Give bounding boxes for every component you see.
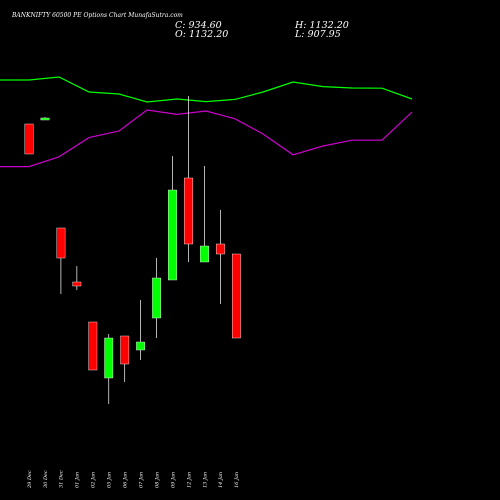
candle-14	[231, 253, 241, 339]
x-tick-label: 12 Jan	[186, 472, 192, 488]
candle-body	[200, 245, 209, 263]
candle-9	[152, 258, 161, 338]
candle-body	[231, 253, 241, 339]
candle-body	[104, 337, 114, 379]
x-tick-label: 06 Jan	[123, 472, 129, 488]
x-tick-label: 14 Jan	[218, 472, 224, 488]
candle-5	[88, 321, 98, 371]
close-value: C: 934.60	[175, 20, 222, 31]
x-tick-label: 05 Jan	[107, 472, 113, 488]
candle-body	[168, 189, 177, 281]
candle-2	[40, 117, 50, 121]
candle-12	[200, 166, 209, 263]
candle-7	[120, 335, 130, 382]
candle-body	[215, 243, 225, 255]
x-tick-label: 09 Jan	[170, 472, 176, 488]
x-tick-label: 01 Jan	[75, 472, 81, 488]
candle-body	[72, 281, 82, 287]
x-tick-label: 13 Jan	[202, 472, 208, 488]
low-value: L: 907.95	[294, 29, 341, 40]
x-axis-ticks: 29 Dec 30 Dec 31 Dec 01 Jan 02 Jan 05 Jan 06 J…	[27, 470, 240, 489]
x-tick-label: 08 Jan	[154, 472, 160, 488]
candle-body	[152, 277, 161, 319]
x-tick-label: 02 Jan	[91, 472, 97, 488]
x-tick-label: 16 Jan	[234, 472, 240, 488]
candle-body	[88, 321, 98, 371]
candle-1	[24, 123, 34, 155]
candle-body	[40, 117, 50, 121]
candles	[24, 96, 241, 404]
indicator-lines	[0, 76, 413, 168]
candle-body	[24, 123, 34, 155]
candle-11	[184, 96, 193, 262]
x-tick-label: 07 Jan	[138, 472, 144, 488]
x-tick-label: 29 Dec	[27, 470, 33, 489]
candle-body	[184, 177, 193, 245]
candle-13	[215, 210, 225, 304]
upper-band-line	[0, 76, 413, 103]
candle-6	[104, 334, 114, 404]
x-tick-label: 30 Dec	[43, 470, 49, 488]
candle-8	[136, 300, 145, 360]
open-value: O: 1132.20	[175, 29, 228, 40]
candle-3	[56, 227, 66, 294]
chart-title: BANKNIFTY 60500 PE Options Chart MunafaS…	[11, 12, 183, 19]
candle-4	[72, 266, 82, 290]
high-value: H: 1132.20	[294, 20, 349, 31]
candle-10	[168, 156, 177, 281]
candle-body	[120, 335, 130, 365]
lower-band-line	[0, 109, 413, 168]
candle-body	[136, 341, 145, 351]
x-tick-label: 31 Dec	[59, 470, 65, 488]
candle-body	[56, 227, 66, 259]
